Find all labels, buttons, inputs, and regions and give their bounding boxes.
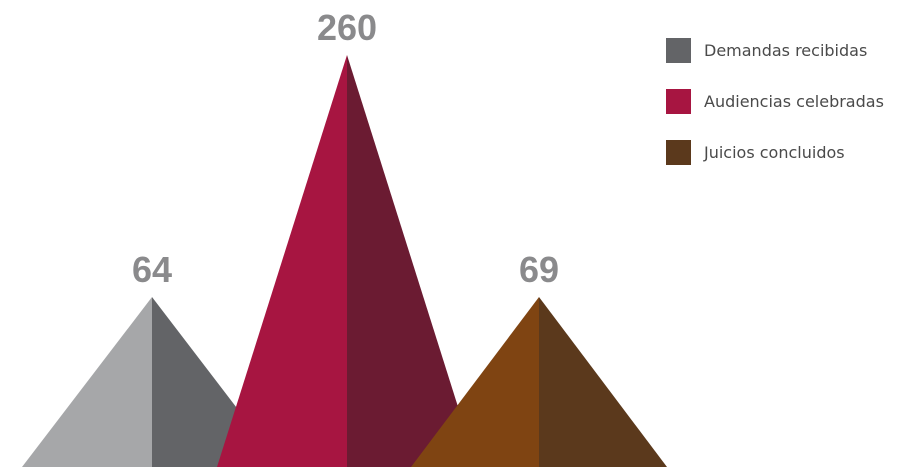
- pyramid-audiencias-celebradas: [217, 55, 477, 467]
- legend-label: Audiencias celebradas: [704, 91, 884, 111]
- pyramid-face-light: [22, 297, 152, 467]
- pyramid-face-dark: [347, 55, 477, 467]
- legend-item-audiencias: Audiencias celebradas: [666, 88, 884, 114]
- pyramid-face-light: [411, 297, 539, 467]
- pyramid-juicios-concluidos: [411, 297, 667, 467]
- legend-swatch: [666, 88, 691, 114]
- legend-swatch: [666, 37, 691, 63]
- value-label-demandas-recibidas: 64: [132, 249, 172, 290]
- legend-item-demandas: Demandas recibidas: [666, 37, 884, 63]
- value-label-juicios-concluidos: 69: [519, 249, 559, 290]
- pyramid-face-light: [217, 55, 347, 467]
- chart-legend: Demandas recibidas Audiencias celebradas…: [666, 37, 884, 190]
- legend-item-juicios: Juicios concluidos: [666, 139, 884, 165]
- pyramid-face-dark: [539, 297, 667, 467]
- value-label-audiencias-celebradas: 260: [317, 7, 377, 48]
- legend-label: Juicios concluidos: [704, 142, 845, 162]
- legend-swatch: [666, 139, 691, 165]
- legend-label: Demandas recibidas: [704, 40, 868, 60]
